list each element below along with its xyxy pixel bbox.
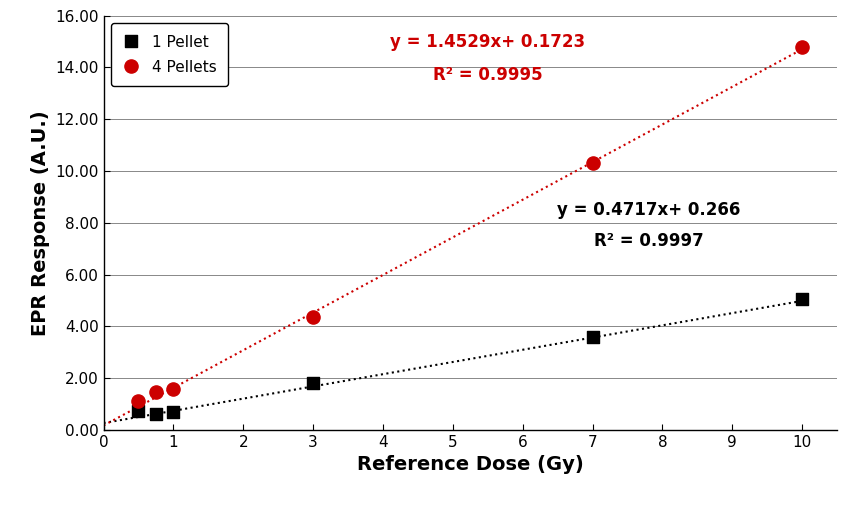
4 Pellets <box>167 384 180 393</box>
1 Pellet <box>586 333 600 341</box>
4 Pellets <box>796 42 809 51</box>
4 Pellets <box>131 397 145 406</box>
Text: R² = 0.9995: R² = 0.9995 <box>433 66 543 84</box>
Text: y = 0.4717x+ 0.266: y = 0.4717x+ 0.266 <box>557 201 740 219</box>
1 Pellet <box>796 295 809 303</box>
Text: R² = 0.9997: R² = 0.9997 <box>594 232 703 250</box>
4 Pellets <box>586 159 600 167</box>
X-axis label: Reference Dose (Gy): Reference Dose (Gy) <box>357 455 583 474</box>
1 Pellet <box>167 408 180 416</box>
1 Pellet <box>131 407 145 415</box>
Text: y = 1.4529x+ 0.1723: y = 1.4529x+ 0.1723 <box>390 33 585 51</box>
Y-axis label: EPR Response (A.U.): EPR Response (A.U.) <box>31 110 50 336</box>
4 Pellets <box>306 312 320 321</box>
1 Pellet <box>306 379 320 387</box>
1 Pellet <box>149 409 163 418</box>
4 Pellets <box>149 388 163 397</box>
Legend: 1 Pellet, 4 Pellets: 1 Pellet, 4 Pellets <box>111 23 228 85</box>
